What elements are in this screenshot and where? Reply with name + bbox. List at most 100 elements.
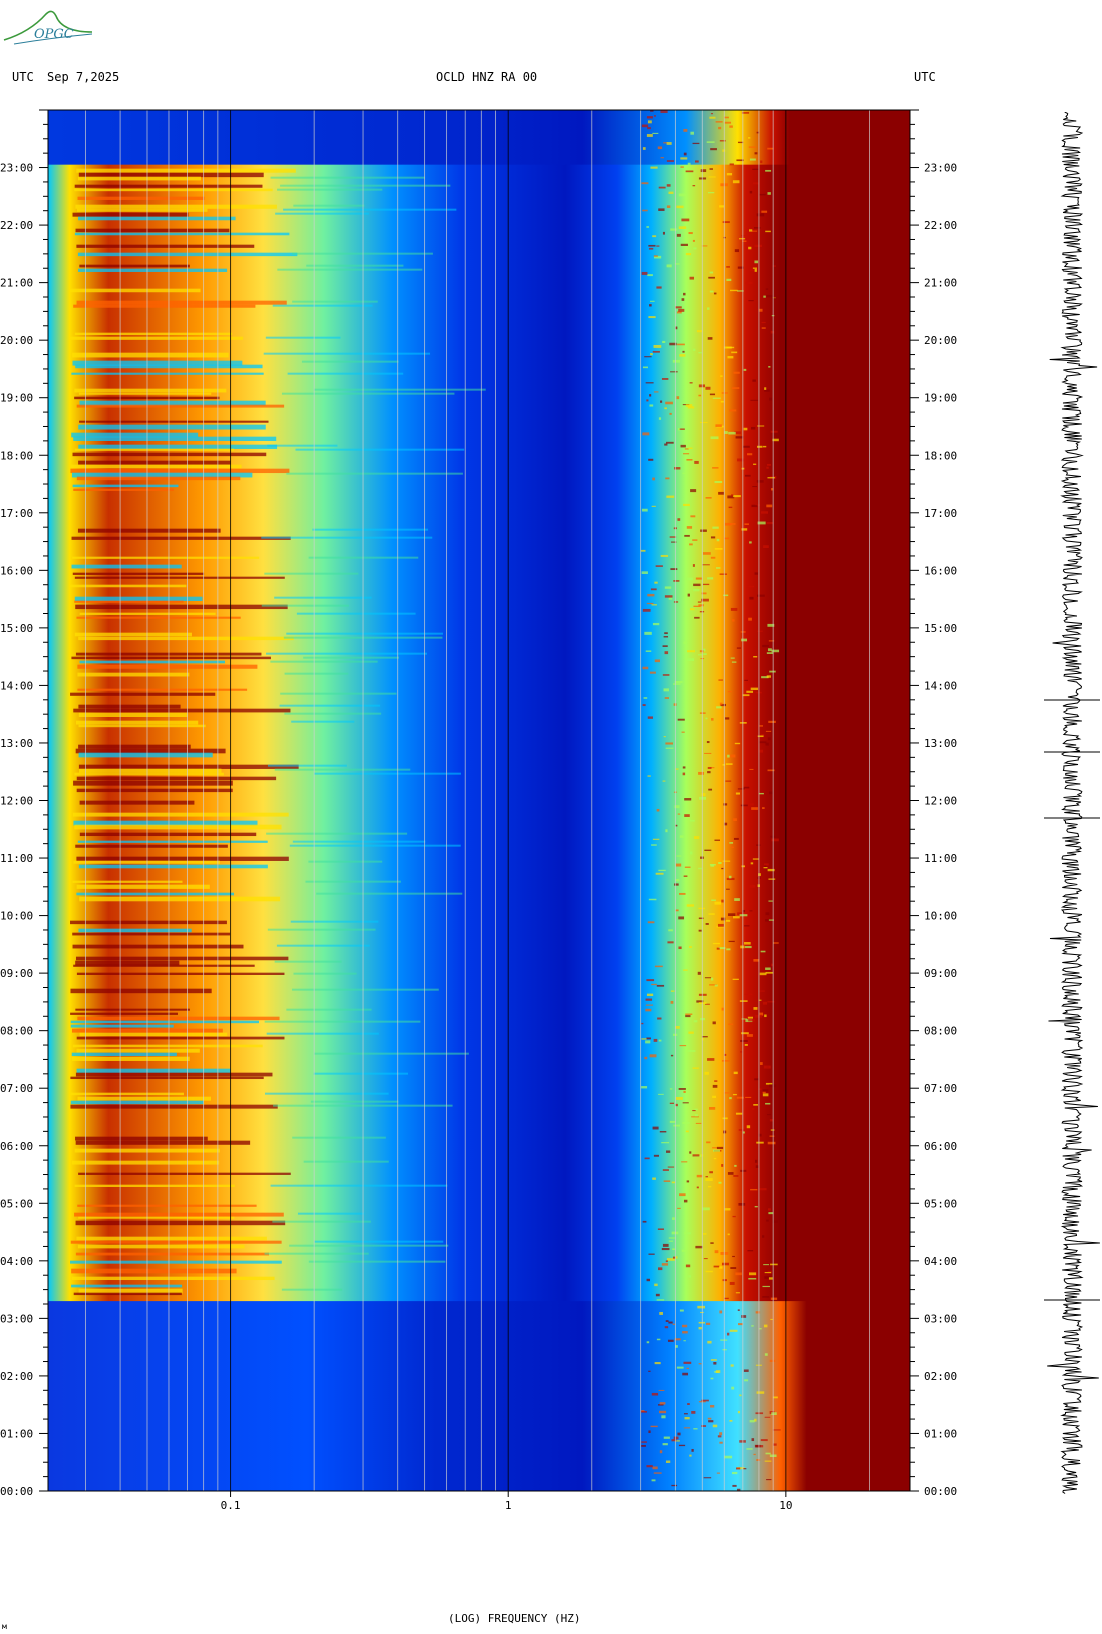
heatmap-speckle xyxy=(688,1031,694,1034)
heatmap-speckle xyxy=(765,967,771,970)
heatmap-speckle xyxy=(765,288,769,290)
heatmap-speckle xyxy=(670,228,678,231)
heatmap-speckle xyxy=(707,766,712,769)
heatmap-speckle xyxy=(737,1309,740,1311)
heatmap-speckle xyxy=(739,722,747,724)
heatmap-speckle xyxy=(642,666,649,670)
heatmap-speckle xyxy=(710,148,717,151)
heatmap-speckle xyxy=(701,1425,707,1427)
x-tick-label: 10 xyxy=(779,1499,792,1512)
heatmap-speckle xyxy=(669,536,677,538)
heatmap-speckle xyxy=(675,1345,678,1348)
heatmap-speckle xyxy=(655,565,663,567)
heatmap-speckle xyxy=(654,1362,661,1365)
heatmap-speckle xyxy=(662,674,670,676)
heatmap-speckle xyxy=(710,556,716,559)
heatmap-speckle xyxy=(772,1396,778,1399)
heatmap-speckle xyxy=(681,1249,687,1252)
heatmap-speckle xyxy=(669,342,677,346)
heatmap-speckle xyxy=(653,1472,662,1474)
heatmap-stripe xyxy=(314,1240,444,1243)
heatmap-stripe xyxy=(292,300,378,303)
heatmap-speckle xyxy=(762,445,767,448)
y-tick-label: 08:00 xyxy=(924,1025,957,1038)
heatmap-speckle xyxy=(684,448,689,450)
heatmap-speckle xyxy=(758,749,764,753)
heatmap-stripe xyxy=(72,484,179,488)
heatmap-speckle xyxy=(769,1119,774,1122)
heatmap-speckle xyxy=(687,162,691,166)
heatmap-speckle xyxy=(661,1263,669,1266)
heatmap-speckle xyxy=(728,506,733,509)
heatmap-speckle xyxy=(701,598,709,602)
heatmap-stripe xyxy=(280,692,397,695)
heatmap-stripe xyxy=(79,612,216,615)
heatmap-speckle xyxy=(675,1256,678,1259)
heatmap-speckle xyxy=(765,742,769,746)
heatmap-stripe xyxy=(73,488,174,491)
heatmap-speckle xyxy=(686,577,693,581)
heatmap-speckle xyxy=(765,730,772,732)
heatmap-speckle xyxy=(675,306,682,309)
heatmap-speckle xyxy=(650,166,658,169)
heatmap-speckle xyxy=(750,399,759,401)
heatmap-speckle xyxy=(692,564,695,567)
heatmap-speckle xyxy=(658,186,666,189)
heatmap-speckle xyxy=(733,837,739,840)
heatmap-speckle xyxy=(773,1443,777,1446)
heatmap-speckle xyxy=(753,959,760,962)
heatmap-speckle xyxy=(718,862,722,864)
heatmap-speckle xyxy=(679,1045,687,1047)
heatmap-stripe xyxy=(74,388,227,393)
heatmap-speckle xyxy=(677,813,681,815)
heatmap-speckle xyxy=(759,972,767,976)
heatmap-stripe xyxy=(270,660,378,663)
heatmap-stripe xyxy=(73,820,258,826)
heatmap-stripe xyxy=(274,596,372,599)
heatmap-stripe xyxy=(75,228,230,233)
heatmap-speckle xyxy=(646,979,655,982)
heatmap-speckle xyxy=(687,650,695,653)
heatmap-speckle xyxy=(721,1060,730,1062)
heatmap-speckle xyxy=(703,653,707,655)
heatmap-speckle xyxy=(666,205,671,208)
heatmap-speckle xyxy=(769,397,773,401)
heatmap-speckle xyxy=(645,1040,651,1044)
heatmap-stripe xyxy=(314,1052,469,1055)
heatmap-speckle xyxy=(646,399,649,402)
heatmap-speckle xyxy=(644,631,652,635)
heatmap-speckle xyxy=(689,382,693,384)
heatmap-speckle xyxy=(771,1412,777,1415)
heatmap-speckle xyxy=(737,266,744,269)
heatmap-speckle xyxy=(753,1007,758,1010)
heatmap-speckle xyxy=(751,230,758,232)
heatmap-speckle xyxy=(725,919,731,922)
heatmap-speckle xyxy=(641,182,649,185)
heatmap-speckle xyxy=(731,661,737,663)
heatmap-stripe xyxy=(76,476,241,481)
heatmap-speckle xyxy=(732,387,740,389)
heatmap-speckle xyxy=(759,1188,767,1191)
heatmap-speckle xyxy=(684,534,690,537)
heatmap-speckle xyxy=(698,1363,702,1365)
time-axis-right: 00:00 01:00 02:00 03:00 04:00 05:00 06:00 07:00… xyxy=(910,109,957,1498)
heatmap-speckle xyxy=(684,798,692,801)
heatmap-speckle xyxy=(652,1126,659,1130)
heatmap-speckle xyxy=(676,396,680,400)
heatmap-speckle xyxy=(693,1020,698,1023)
heatmap-stripe xyxy=(267,764,347,767)
heatmap-speckle xyxy=(722,1279,727,1282)
heatmap-stripe xyxy=(79,420,269,423)
heatmap-speckle xyxy=(748,1277,757,1280)
heatmap-speckle xyxy=(724,1092,730,1094)
heatmap-speckle xyxy=(674,681,683,684)
heatmap-stripe xyxy=(73,1292,182,1296)
heatmap-speckle xyxy=(719,205,725,208)
heatmap-speckle xyxy=(642,366,648,369)
heatmap-speckle xyxy=(686,904,695,907)
y-tick-label: 23:00 xyxy=(0,162,33,175)
y-tick-label: 06:00 xyxy=(0,1140,33,1153)
heatmap-speckle xyxy=(656,245,660,247)
heatmap-speckle xyxy=(691,1116,699,1118)
heatmap-speckle xyxy=(726,948,731,951)
